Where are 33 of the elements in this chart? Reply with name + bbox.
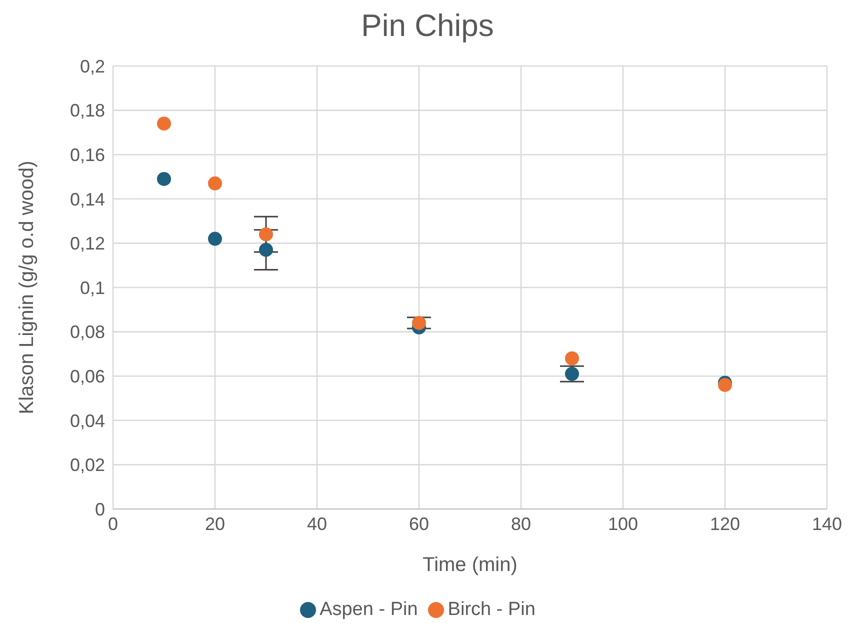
point	[565, 366, 579, 381]
legend-label: Aspen - Pin	[320, 599, 418, 620]
y-tick-label: 0,12	[70, 234, 105, 254]
x-tick-label: 100	[608, 514, 638, 534]
y-tick-label: 0,04	[70, 410, 105, 431]
y-tick-label: 0,06	[70, 366, 105, 386]
y-tick-label: 0,1	[80, 278, 105, 298]
x-axis-title: Time (min)	[422, 554, 518, 576]
point	[157, 116, 171, 131]
y-tick-label: 0,02	[70, 455, 105, 476]
y-tick-label: 0,14	[70, 189, 105, 210]
x-tick-label: 0	[108, 514, 118, 534]
x-tick-label: 80	[510, 514, 532, 534]
y-tick-label: 0,08	[70, 322, 105, 342]
y-axis-title: Klason Lignin (g/g o.d wood)	[16, 160, 38, 414]
point	[157, 172, 171, 186]
x-tick-label: 60	[408, 514, 430, 534]
point	[259, 242, 273, 257]
x-tick-label: 20	[204, 514, 226, 534]
x-tick-label: 40	[306, 514, 328, 534]
legend-label: Birch - Pin	[448, 599, 536, 620]
y-tick-label: 0	[94, 499, 105, 520]
chart-title: Pin Chips	[360, 8, 495, 45]
y-tick-label: 0,2	[80, 56, 105, 76]
point	[208, 176, 222, 190]
y-tick-label: 0,18	[70, 100, 105, 121]
x-tick-label: 120	[710, 514, 740, 534]
point	[208, 232, 222, 246]
point	[412, 316, 426, 330]
y-tick-label: 0,16	[70, 144, 105, 165]
point	[565, 351, 579, 366]
x-tick-label: 140	[812, 514, 842, 534]
point	[259, 227, 273, 242]
